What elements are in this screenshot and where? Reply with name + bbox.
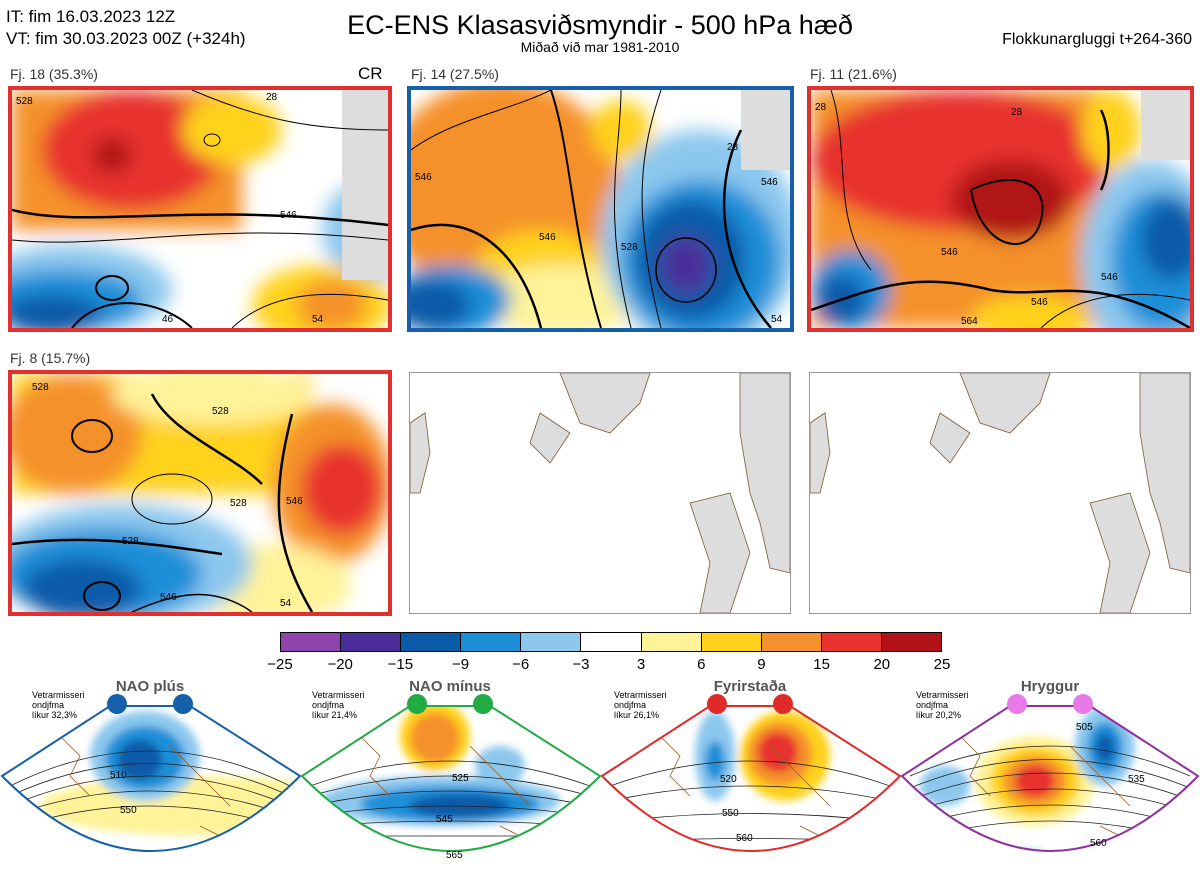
colorbar-cell [761, 633, 822, 651]
regime-3-contour-3: 560 [736, 833, 753, 844]
cluster-2-contour-1: 546 [539, 232, 556, 243]
colorbar-label: −20 [327, 656, 353, 673]
regime-3-contour-1: 520 [720, 774, 737, 785]
colorbar-label: −6 [512, 656, 530, 673]
cluster-1-label: Fj. 18 (35.3%) [10, 66, 98, 82]
colorbar-cell [581, 633, 642, 651]
initial-time: IT: fim 16.03.2023 12Z [6, 7, 176, 26]
regime-4-season: Vetrarmisseri [916, 690, 969, 700]
cluster-4-contour-5: 528 [122, 536, 139, 547]
cluster-3-contour-5: 546 [1031, 297, 1048, 308]
cluster-3-contour-6: 28 [815, 102, 827, 113]
cluster-3-contour-3: 546 [1101, 272, 1118, 283]
colorbar-label: 25 [933, 656, 951, 673]
cluster-2-contour-5: 546 [761, 177, 778, 188]
colorbar-label: 6 [697, 656, 706, 673]
page-subtitle: Miðað við mar 1981-2010 [520, 39, 680, 55]
cluster-1-tag: CR [358, 64, 383, 83]
empty-map-1 [409, 372, 791, 614]
colorbar-cell [701, 633, 762, 651]
colorbar-label: 9 [757, 656, 766, 673]
window-label: Flokkunargluggi t+264-360 [1002, 31, 1192, 48]
regime-3-contour-2: 550 [722, 808, 739, 819]
cluster-2-contour-3: 546 [415, 172, 432, 183]
regime-2-season: Vetrarmisseri [312, 690, 365, 700]
colorbar-label: −15 [387, 656, 414, 673]
colorbar-cell [821, 633, 882, 651]
cluster-2-contour-6: 54 [771, 314, 783, 325]
cluster-2-contour-2: 528 [621, 242, 638, 253]
cluster-4-map: 528 528 528 546 528 546 54 [8, 370, 392, 616]
regime-3-season: Vetrarmisseri [614, 690, 667, 700]
page-title: EC-ENS Klasasviðsmyndir - 500 hPa hæð [347, 10, 853, 40]
cluster-2-contour-4: 28 [727, 142, 739, 153]
empty-map-2 [809, 372, 1191, 614]
cluster-2-label: Fj. 14 (27.5%) [411, 66, 499, 82]
regime-4-title: Hryggur [1021, 678, 1080, 695]
regime-1-contour-2: 550 [120, 805, 137, 816]
cluster-1-contour-4: 54 [312, 314, 324, 325]
colorbar-label: −9 [451, 656, 470, 673]
cluster-2-map: 546 528 546 28 546 54 [407, 86, 794, 332]
cluster-1-contour-2: 546 [280, 210, 297, 221]
cluster-3-map: 28 546 546 564 546 28 [807, 86, 1194, 332]
cluster-4-contour-3: 528 [230, 498, 247, 509]
colorbar-cell [401, 633, 462, 651]
regime-3-title: Fyrirstaða [714, 678, 787, 695]
regime-3-months: ondjfma [614, 700, 646, 710]
regime-4-contour-2: 535 [1128, 774, 1145, 785]
colorbar-cell [341, 633, 402, 651]
cluster-3-contour-2: 546 [941, 247, 958, 258]
regime-1-title: NAO plús [116, 678, 184, 695]
regime-4-months: ondjfma [916, 700, 948, 710]
regime-2-contour-1: 525 [452, 773, 469, 784]
header-info: IT: fim 16.03.2023 12Z VT: fim 30.03.202… [6, 6, 246, 50]
colorbar [280, 632, 942, 652]
cluster-4-contour-4: 546 [286, 496, 303, 507]
regime-2-prob: líkur 21,4% [312, 710, 357, 720]
colorbar-label: −3 [572, 656, 590, 673]
cluster-1-map: 528 546 46 54 28 [8, 86, 392, 332]
valid-time: VT: fim 30.03.2023 00Z (+324h) [6, 29, 246, 48]
regime-2-contour-3: 565 [446, 850, 463, 861]
regime-1-season: Vetrarmisseri [32, 690, 85, 700]
regime-2-contour-2: 545 [436, 814, 453, 825]
cluster-4-contour-2: 528 [212, 406, 229, 417]
cluster-3-contour-1: 28 [1011, 107, 1023, 118]
regime-2-months: ondjfma [312, 700, 344, 710]
regime-1-months: ondjfma [32, 700, 64, 710]
regime-nao-plus: NAO plús Vetrarmisseri ondjfma líkur 32,… [0, 676, 302, 871]
colorbar-label: −25 [267, 656, 293, 673]
regime-fyrirstada: Fyrirstaða Vetrarmisseri ondjfma líkur 2… [600, 676, 902, 871]
regime-nao-minus: NAO mínus Vetrarmisseri ondjfma líkur 21… [300, 676, 602, 871]
cluster-1-contour-3: 46 [162, 314, 174, 325]
colorbar-cell [461, 633, 522, 651]
cluster-4-label: Fj. 8 (15.7%) [10, 350, 91, 366]
cluster-1-contour-1: 528 [16, 96, 33, 107]
cluster-4-contour-1: 528 [32, 382, 49, 393]
cluster-3-label: Fj. 11 (21.6%) [810, 66, 897, 82]
regime-3-prob: líkur 26,1% [614, 710, 659, 720]
regime-hryggur: Hryggur Vetrarmisseri ondjfma líkur 20,2… [900, 676, 1200, 871]
regime-4-contour-3: 560 [1090, 838, 1107, 849]
colorbar-cell [281, 633, 342, 651]
cluster-4-contour-6: 546 [160, 592, 177, 603]
colorbar-label: 15 [813, 656, 830, 673]
colorbar-cell [521, 633, 582, 651]
cluster-3-contour-4: 564 [961, 316, 978, 327]
cluster-1-contour-5: 28 [266, 92, 278, 103]
colorbar-cell [641, 633, 702, 651]
regime-4-prob: líkur 20,2% [916, 710, 961, 720]
colorbar-cell [881, 633, 942, 651]
colorbar-label: 20 [873, 656, 891, 673]
regime-1-contour-1: 510 [110, 770, 127, 781]
colorbar-label: 3 [636, 656, 646, 673]
cluster-4-contour-7: 54 [280, 598, 292, 609]
regime-1-prob: líkur 32,3% [32, 710, 77, 720]
regime-2-title: NAO mínus [409, 678, 491, 695]
regime-4-contour-1: 505 [1076, 722, 1093, 733]
